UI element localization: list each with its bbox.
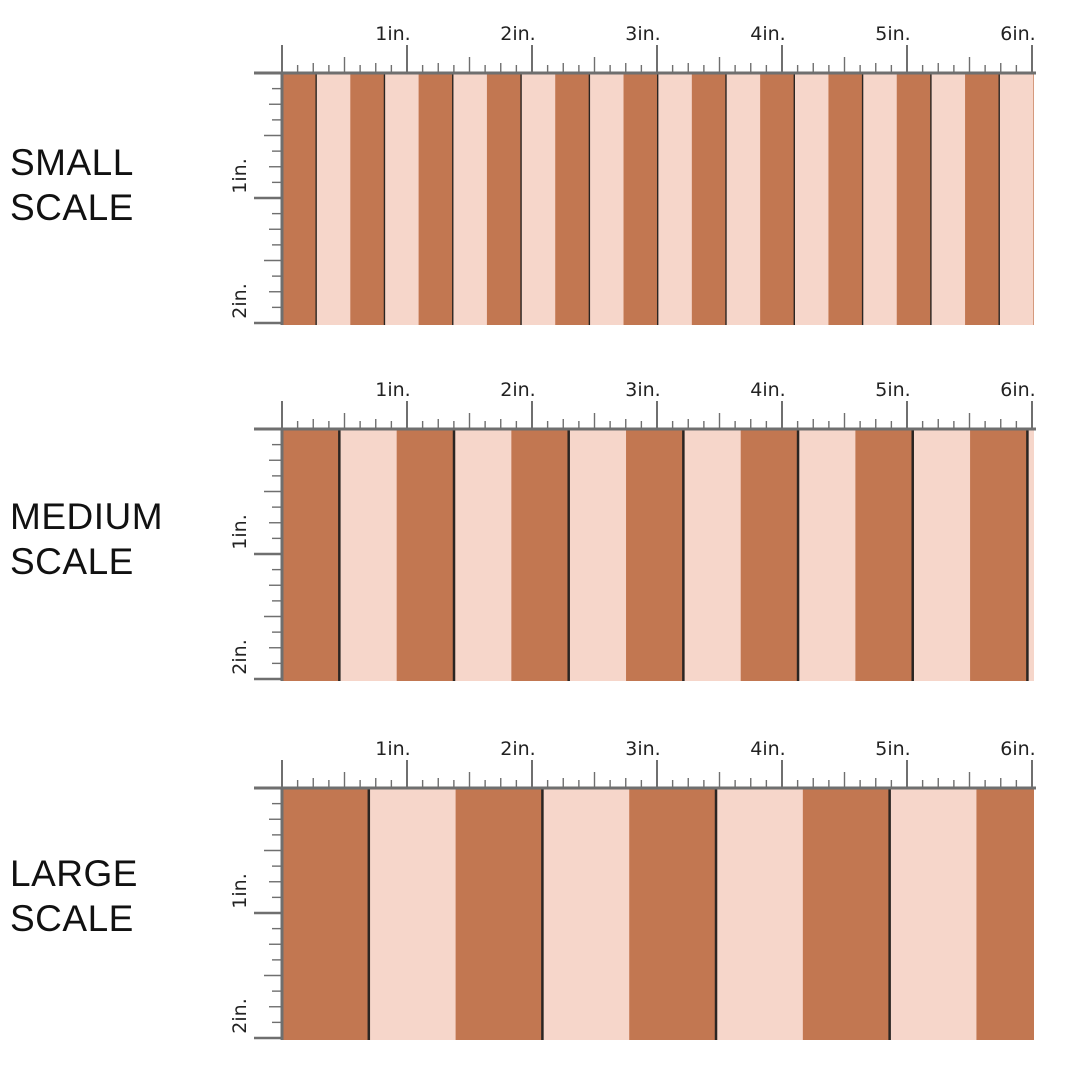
dark-stripe bbox=[282, 73, 317, 325]
fabric-swatch: 1in. 2in. 3in. 4in. 5in. 6in. 1in. 2in. bbox=[229, 23, 1036, 325]
fabric-swatch: 1in. 2in. 3in. 4in. 5in. 6in. 1in. 2in. bbox=[229, 379, 1036, 681]
horizontal-ruler: 1in. 2in. 3in. 4in. 5in. 6in. bbox=[254, 379, 1036, 431]
scale-label-line1: SMALL bbox=[10, 142, 134, 183]
ruler-label: 5in. bbox=[875, 738, 910, 760]
horizontal-ruler: 1in. 2in. 3in. 4in. 5in. 6in. bbox=[254, 738, 1036, 790]
fabric-swatch: 1in. 2in. 3in. 4in. 5in. 6in. 1in. 2in. bbox=[229, 738, 1036, 1040]
ruler-label: 1in. bbox=[375, 738, 410, 760]
ruler-label: 6in. bbox=[1000, 738, 1035, 760]
dark-stripe bbox=[740, 429, 799, 681]
dark-stripe bbox=[629, 788, 717, 1040]
dark-stripe bbox=[396, 429, 455, 681]
dark-stripe bbox=[976, 788, 1034, 1040]
dark-stripe bbox=[896, 73, 931, 325]
dark-stripe bbox=[691, 73, 726, 325]
dark-stripe bbox=[1033, 73, 1034, 325]
ruler-label: 5in. bbox=[875, 23, 910, 45]
ruler-label: 3in. bbox=[625, 738, 660, 760]
ruler-label: 1in. bbox=[229, 873, 251, 908]
ruler-label: 5in. bbox=[875, 379, 910, 401]
ruler-label: 1in. bbox=[229, 514, 251, 549]
stripe-group bbox=[282, 73, 1034, 325]
scale-label: SMALL SCALE bbox=[10, 140, 220, 230]
scale-label: LARGE SCALE bbox=[10, 851, 220, 941]
stripe-group bbox=[282, 429, 1034, 681]
vertical-ruler: 1in. 2in. bbox=[229, 786, 284, 1040]
small-scale-panel: SMALL SCALE 1in. 2in. 3in. 4in. 5in. 6in. 1in.… bbox=[0, 0, 1080, 345]
ruler-label: 2in. bbox=[500, 379, 535, 401]
scale-label-line1: MEDIUM bbox=[10, 496, 164, 537]
dark-stripe bbox=[855, 429, 913, 681]
ruler-label: 2in. bbox=[229, 639, 251, 674]
horizontal-ruler: 1in. 2in. 3in. 4in. 5in. 6in. bbox=[254, 23, 1036, 75]
ruler-label: 6in. bbox=[1000, 23, 1035, 45]
ruler-label: 2in. bbox=[500, 23, 535, 45]
dark-stripe bbox=[828, 73, 863, 325]
scale-label-line2: SCALE bbox=[10, 187, 134, 228]
dark-stripe bbox=[965, 73, 1000, 325]
dark-stripe bbox=[626, 429, 684, 681]
dark-stripe bbox=[282, 429, 340, 681]
scale-label-line2: SCALE bbox=[10, 541, 134, 582]
stripe-group bbox=[282, 788, 1034, 1040]
vertical-ruler: 1in. 2in. bbox=[229, 427, 284, 681]
ruler-label: 1in. bbox=[375, 23, 410, 45]
ruler-label: 2in. bbox=[500, 738, 535, 760]
large-scale-panel: LARGE SCALE 1in. 2in. 3in. 4in. 5in. 6in. 1in.… bbox=[0, 715, 1080, 1060]
ruler-label: 1in. bbox=[375, 379, 410, 401]
ruler-label: 1in. bbox=[229, 158, 251, 193]
dark-stripe bbox=[555, 73, 590, 325]
scale-label-line2: SCALE bbox=[10, 898, 134, 939]
dark-stripe bbox=[760, 73, 795, 325]
ruler-label: 4in. bbox=[750, 379, 785, 401]
dark-stripe bbox=[802, 788, 890, 1040]
ruler-label: 3in. bbox=[625, 23, 660, 45]
dark-stripe bbox=[486, 73, 522, 325]
dark-stripe bbox=[623, 73, 658, 325]
ruler-label: 3in. bbox=[625, 379, 660, 401]
medium-scale-panel: MEDIUM SCALE 1in. 2in. 3in. 4in. 5in. 6in. 1in… bbox=[0, 356, 1080, 701]
dark-stripe bbox=[511, 429, 569, 681]
dark-stripe bbox=[970, 429, 1028, 681]
ruler-label: 2in. bbox=[229, 283, 251, 318]
scale-label-line1: LARGE bbox=[10, 853, 138, 894]
ruler-label: 4in. bbox=[750, 23, 785, 45]
ruler-label: 4in. bbox=[750, 738, 785, 760]
scale-label: MEDIUM SCALE bbox=[10, 494, 220, 584]
vertical-ruler: 1in. 2in. bbox=[229, 71, 284, 325]
dark-stripe bbox=[350, 73, 385, 325]
ruler-label: 2in. bbox=[229, 998, 251, 1033]
dark-stripe bbox=[282, 788, 369, 1040]
ruler-label: 6in. bbox=[1000, 379, 1035, 401]
dark-stripe bbox=[455, 788, 543, 1040]
dark-stripe bbox=[418, 73, 453, 325]
